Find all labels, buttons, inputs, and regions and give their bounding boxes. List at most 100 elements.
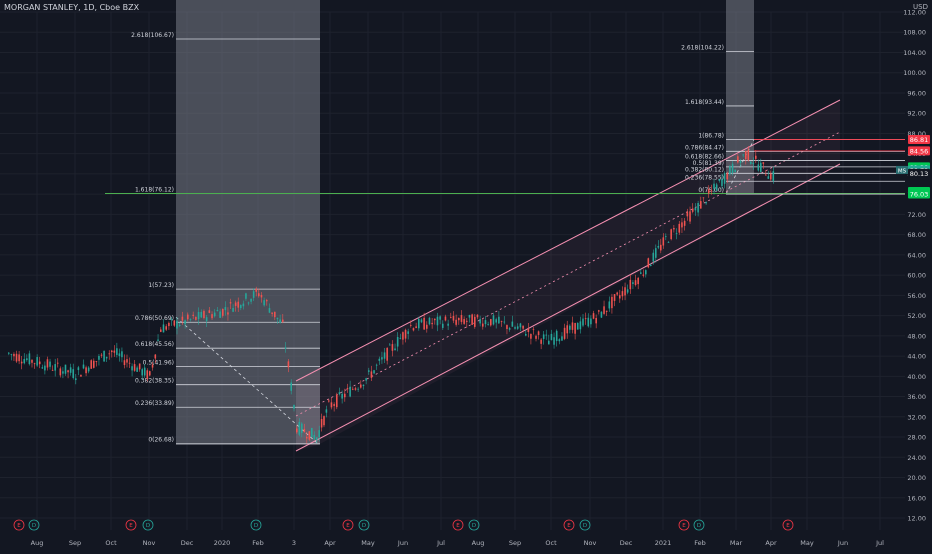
candle-body <box>160 329 162 332</box>
y-axis-tick-label: 104.00 <box>903 49 926 57</box>
candle-body <box>603 306 605 314</box>
candle-body <box>378 358 381 361</box>
candle-body <box>320 418 323 428</box>
candle-body <box>545 334 548 336</box>
earnings-marker <box>13 519 25 531</box>
candle-body <box>357 388 359 390</box>
earnings-marker <box>342 519 354 531</box>
candle-body <box>170 319 173 321</box>
dividend-marker <box>358 519 370 531</box>
event-marker-label: E <box>346 523 350 529</box>
candle-body <box>650 265 652 266</box>
candle-body <box>657 245 660 248</box>
candle-body <box>200 311 203 318</box>
fib-level-label: 0.5(41.96) <box>143 359 174 366</box>
event-marker-label: E <box>129 523 133 529</box>
candle-body <box>747 149 750 161</box>
event-marker-label: E <box>17 523 21 529</box>
candle-body <box>532 329 535 331</box>
event-marker-label: E <box>456 523 460 529</box>
candle-body <box>645 270 647 275</box>
candle-body <box>399 337 402 339</box>
candle-body <box>245 293 247 299</box>
candle-body <box>255 288 258 292</box>
x-axis-tick-label: 2020 <box>214 539 231 547</box>
candle-body <box>333 404 335 406</box>
candle-body <box>274 311 276 318</box>
candle-body <box>563 327 566 339</box>
candle-body <box>72 369 75 378</box>
candle-body <box>313 434 316 440</box>
candle-body <box>742 154 744 156</box>
candle-body <box>113 350 116 353</box>
trend-channel-upper <box>295 99 841 382</box>
fib-level-label-right: 0.5(81.39) <box>693 160 724 167</box>
candle-body <box>460 315 463 322</box>
event-marker-label: D <box>472 523 476 529</box>
x-axis-tick-label: Feb <box>252 539 264 547</box>
dividend-marker <box>579 519 591 531</box>
candle-body <box>173 320 176 326</box>
candle-body <box>511 321 514 327</box>
fib-level-label: 0.236(33.89) <box>135 400 174 407</box>
y-axis-tick-label: 32.00 <box>907 413 926 421</box>
candle-body <box>136 367 138 372</box>
candle-body <box>629 279 632 290</box>
candle-body <box>660 244 662 251</box>
candle-body <box>370 371 373 378</box>
candle-body <box>237 301 240 308</box>
candle-body <box>338 392 341 395</box>
dividend-marker <box>468 519 480 531</box>
candle-body <box>268 308 271 313</box>
candle-body <box>624 287 626 296</box>
candle-body <box>705 202 707 204</box>
candle-body <box>240 305 242 309</box>
x-axis-tick-label: 2021 <box>655 539 672 547</box>
candle-body <box>121 351 123 358</box>
candle-body <box>767 176 770 179</box>
chart-title: MORGAN STANLEY, 1D, Cboe BZX <box>4 3 140 12</box>
candle-body <box>64 364 67 374</box>
candle-body <box>450 317 452 318</box>
candle-body <box>216 309 219 311</box>
price-tag-box <box>908 134 930 144</box>
candle-body <box>131 366 133 371</box>
candle-body <box>308 431 311 440</box>
candle-body <box>375 364 378 366</box>
x-axis-tick-label: Apr <box>324 539 336 547</box>
candle-body <box>670 229 672 240</box>
dividend-marker <box>250 519 262 531</box>
candle-body <box>579 321 582 330</box>
candle-body <box>184 320 186 325</box>
candle-body <box>587 317 590 327</box>
price-tag-label: 76.03 <box>910 191 929 199</box>
fib-level-label-right: 0.618(82.66) <box>685 153 724 160</box>
candle-body <box>146 370 149 379</box>
candle-body <box>234 302 237 306</box>
candle-body <box>640 272 642 274</box>
y-axis-tick-label: 52.00 <box>907 312 926 320</box>
candle-body <box>354 388 357 390</box>
candle-body <box>452 315 455 321</box>
x-axis-tick-label: Jun <box>397 539 408 547</box>
x-axis-tick-label: May <box>361 539 375 547</box>
candle-body <box>368 370 370 372</box>
fib-level-label: 1(57.23) <box>148 282 174 289</box>
candle-body <box>75 378 77 381</box>
candle-body <box>344 393 346 398</box>
candle-body <box>765 174 767 176</box>
fib-level-label: 2.618(106.67) <box>131 32 174 39</box>
candle-body <box>133 364 136 371</box>
candle-body <box>336 394 338 408</box>
candle-body <box>203 310 205 319</box>
event-marker-label: E <box>682 523 686 529</box>
event-marker-label: D <box>583 523 587 529</box>
candle-body <box>718 179 721 181</box>
earnings-marker <box>125 519 137 531</box>
price-tag-label: 86.81 <box>910 136 929 144</box>
candle-body <box>566 325 569 334</box>
candle-body <box>138 363 141 370</box>
candle-body <box>447 323 449 326</box>
